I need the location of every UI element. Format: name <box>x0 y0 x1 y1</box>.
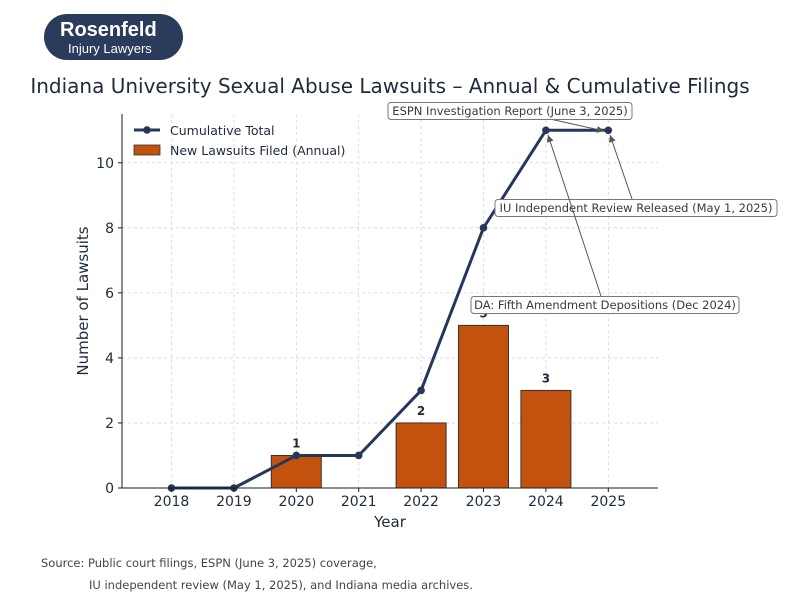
annotation-1: IU Independent Review Released (May 1, 2… <box>494 134 778 217</box>
bar-2023 <box>458 324 509 489</box>
cumulative-point-2023 <box>479 224 488 232</box>
source-line-1: Source: Public court filings, ESPN (June… <box>41 556 377 570</box>
bar-2020 <box>270 454 322 489</box>
cumulative-point-2025 <box>604 126 613 135</box>
bar-label-2020: 1 <box>292 436 300 450</box>
y-tick-label-4: 4 <box>105 351 114 367</box>
chart-title: Indiana University Sexual Abuse Lawsuits… <box>30 74 750 98</box>
annotation-box-2 <box>470 296 740 314</box>
x-tick-label-2021: 2021 <box>341 494 377 510</box>
x-tick-label-2019: 2019 <box>216 494 252 510</box>
annotation-text-1: IU Independent Review Released (May 1, 2… <box>500 201 773 215</box>
x-tick-label-2022: 2022 <box>403 494 439 510</box>
x-tick-label-2020: 2020 <box>278 494 314 510</box>
cumulative-line <box>171 128 609 490</box>
x-axis-label: Year <box>373 513 407 531</box>
logo-name: Rosenfeld <box>60 19 157 41</box>
annotation-text-2: DA: Fifth Amendment Depositions (Dec 202… <box>474 298 736 312</box>
y-tick-label-10: 10 <box>96 156 114 172</box>
bar-label-2024: 3 <box>542 371 550 385</box>
annotation-2: DA: Fifth Amendment Depositions (Dec 202… <box>470 134 740 314</box>
cumulative-point-2021 <box>354 451 363 460</box>
x-tick-label-2025: 2025 <box>590 494 626 510</box>
bar-label-2022: 2 <box>417 404 425 418</box>
annotation-arrowhead-2 <box>546 135 554 143</box>
annotation-arrow-1 <box>609 134 633 200</box>
bar-2024 <box>520 389 572 489</box>
annotation-arrow-0 <box>549 118 605 132</box>
annotation-box-1 <box>494 199 778 217</box>
bar-2022 <box>395 422 447 489</box>
annotation-text-0: ESPN Investigation Report (June 3, 2025) <box>392 104 627 118</box>
x-tick-label-2024: 2024 <box>528 494 564 510</box>
annotation-arrow-2 <box>547 134 602 297</box>
annotation-arrowhead-0 <box>596 126 604 133</box>
legend-line-marker <box>143 126 151 134</box>
legend-bar-swatch <box>133 144 161 156</box>
y-tick-label-6: 6 <box>105 286 114 302</box>
x-tick-label-2023: 2023 <box>466 494 502 510</box>
logo-tagline: Injury Lawyers <box>68 41 152 56</box>
y-tick-label-2: 2 <box>105 416 114 432</box>
x-tick-label-2018: 2018 <box>154 494 190 510</box>
annotation-arrowhead-1 <box>608 135 616 143</box>
legend-label-cumulative: Cumulative Total <box>170 123 275 138</box>
cumulative-point-2020 <box>292 451 301 460</box>
source-line-2: IU independent review (May 1, 2025), and… <box>89 578 473 592</box>
cumulative-point-2024 <box>542 126 550 135</box>
annotation-box-0 <box>387 102 633 120</box>
annotation-0: ESPN Investigation Report (June 3, 2025) <box>387 102 633 133</box>
y-tick-label-8: 8 <box>105 221 114 237</box>
y-axis-label: Number of Lawsuits <box>74 226 92 375</box>
cumulative-point-2022 <box>417 386 425 395</box>
y-tick-label-0: 0 <box>105 481 114 497</box>
logo: Rosenfeld Injury Lawyers <box>44 14 183 60</box>
legend-label-annual: New Lawsuits Filed (Annual) <box>170 143 345 158</box>
